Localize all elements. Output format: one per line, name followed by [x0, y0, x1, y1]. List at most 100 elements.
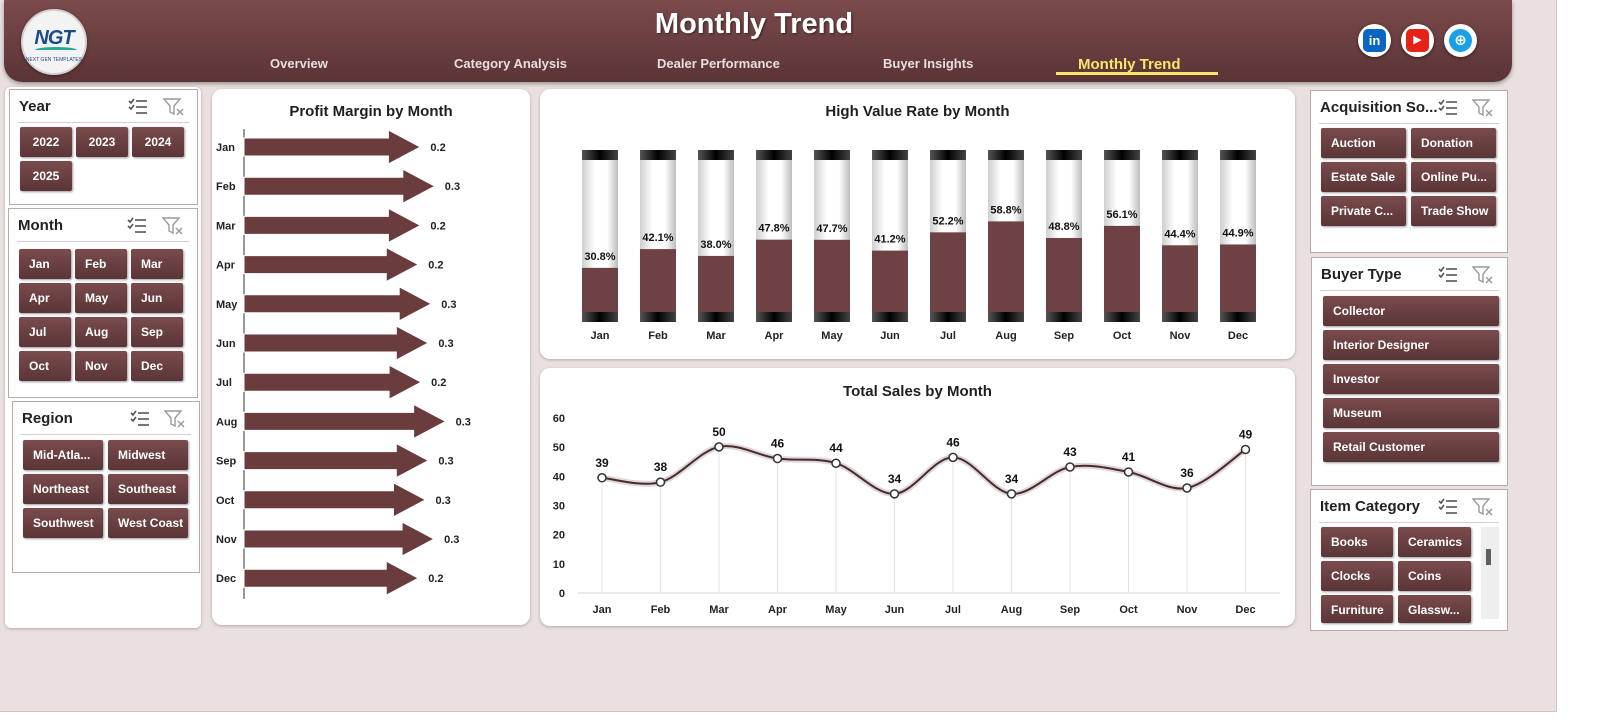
- region-mid-atlantic-button[interactable]: Mid-Atla...: [23, 440, 103, 470]
- data-label: 0.3: [456, 416, 471, 428]
- profit-margin-chart: Jan 0.2 Feb 0.3 Mar 0.2 Apr 0.2 May 0.3 Jun 0.3 Jul 0…: [216, 129, 471, 599]
- category-glassware-button[interactable]: Glassw...: [1398, 595, 1471, 623]
- acquisition-source-slicer-title: Acquisition So...: [1320, 99, 1438, 116]
- month-mar-button[interactable]: Mar: [131, 249, 183, 279]
- profit-arrow-bar: [243, 285, 433, 322]
- hv-bar: [814, 239, 850, 319]
- buyer-museum-button[interactable]: Museum: [1323, 398, 1499, 428]
- data-label: 0.3: [435, 495, 450, 507]
- youtube-button[interactable]: ▶: [1401, 24, 1434, 57]
- clear-filter-icon[interactable]: [162, 216, 184, 236]
- scrollbar-thumb[interactable]: [1486, 549, 1491, 565]
- category-clocks-button[interactable]: Clocks: [1321, 561, 1393, 591]
- profit-margin-chart-title: Profit Margin by Month: [289, 103, 453, 120]
- logo-text: NGT: [34, 27, 74, 49]
- year-2022-button[interactable]: 2022: [20, 127, 72, 157]
- year-2025-button[interactable]: 2025: [20, 161, 72, 191]
- data-label: 39: [595, 456, 609, 470]
- year-2023-button[interactable]: 2023: [76, 127, 128, 157]
- hv-bar-cap-bottom: [1220, 312, 1256, 322]
- linkedin-button[interactable]: in: [1358, 24, 1391, 57]
- multi-select-icon[interactable]: [1437, 497, 1459, 517]
- tick-label: Oct: [216, 495, 235, 507]
- hv-bar-cap-top: [640, 150, 676, 160]
- y-tick-label: 60: [553, 413, 565, 425]
- acq-private-collection-button[interactable]: Private C...: [1321, 196, 1406, 226]
- item-category-scrollbar[interactable]: [1481, 527, 1499, 619]
- acq-auction-button[interactable]: Auction: [1321, 128, 1406, 158]
- item-category-slicer-title: Item Category: [1320, 498, 1421, 515]
- month-dec-button[interactable]: Dec: [131, 351, 183, 381]
- multi-select-icon[interactable]: [1437, 265, 1459, 285]
- tab-buyer-insights[interactable]: Buyer Insights: [883, 56, 974, 71]
- acq-estate-sale-button[interactable]: Estate Sale: [1321, 162, 1406, 192]
- tab-monthly-trend[interactable]: Monthly Trend: [1078, 56, 1181, 73]
- x-tick-label: Mar: [709, 604, 729, 616]
- tick-label: Jul: [216, 377, 232, 389]
- month-nov-button[interactable]: Nov: [75, 351, 127, 381]
- data-label: 58.8%: [990, 204, 1021, 216]
- hv-bar-cap-top: [756, 150, 792, 160]
- data-label: 0.3: [444, 534, 459, 546]
- multi-select-icon[interactable]: [1437, 98, 1459, 118]
- profit-arrow-bar: [243, 560, 420, 597]
- buyer-investor-button[interactable]: Investor: [1323, 364, 1499, 394]
- slicer-divider: [17, 241, 189, 242]
- y-tick-label: 20: [553, 530, 565, 542]
- tick-label: Nov: [216, 534, 238, 546]
- month-aug-button[interactable]: Aug: [75, 317, 127, 347]
- data-label: 42.1%: [642, 232, 673, 244]
- hv-bar-cap-top: [1220, 150, 1256, 160]
- sales-point: [1240, 444, 1251, 455]
- region-west-coast-button[interactable]: West Coast: [108, 508, 188, 538]
- acq-online-purchase-button[interactable]: Online Pu...: [1411, 162, 1496, 192]
- region-northeast-button[interactable]: Northeast: [23, 474, 103, 504]
- month-jun-button[interactable]: Jun: [131, 283, 183, 313]
- linkedin-icon: in: [1363, 29, 1386, 52]
- multi-select-icon[interactable]: [126, 216, 148, 236]
- region-midwest-button[interactable]: Midwest: [108, 440, 188, 470]
- month-apr-button[interactable]: Apr: [19, 283, 71, 313]
- month-feb-button[interactable]: Feb: [75, 249, 127, 279]
- tab-category-analysis[interactable]: Category Analysis: [454, 56, 567, 71]
- tick-label: Sep: [1054, 330, 1074, 342]
- region-southeast-button[interactable]: Southeast: [108, 474, 188, 504]
- category-ceramics-button[interactable]: Ceramics: [1398, 527, 1471, 557]
- category-books-button[interactable]: Books: [1321, 527, 1393, 557]
- category-furniture-button[interactable]: Furniture: [1321, 595, 1393, 623]
- clear-filter-icon[interactable]: [164, 409, 186, 429]
- clear-filter-icon[interactable]: [163, 97, 185, 117]
- buyer-retail-customer-button[interactable]: Retail Customer: [1323, 432, 1499, 462]
- website-button[interactable]: ⊕: [1444, 24, 1477, 57]
- x-tick-label: Aug: [1001, 604, 1022, 616]
- month-jul-button[interactable]: Jul: [19, 317, 71, 347]
- clear-filter-icon[interactable]: [1472, 98, 1494, 118]
- globe-icon: ⊕: [1449, 29, 1472, 52]
- clear-filter-icon[interactable]: [1472, 265, 1494, 285]
- tab-overview[interactable]: Overview: [270, 56, 328, 71]
- x-tick-label: Jan: [593, 604, 612, 616]
- data-label: 41: [1122, 450, 1136, 464]
- region-southwest-button[interactable]: Southwest: [23, 508, 103, 538]
- year-2024-button[interactable]: 2024: [132, 127, 184, 157]
- data-label: 34: [888, 472, 902, 486]
- category-coins-button[interactable]: Coins: [1398, 561, 1471, 591]
- total-sales-chart-panel: Total Sales by Month 0 10 20 30 40 50 60 39 Jan 3…: [540, 368, 1295, 626]
- buyer-interior-designer-button[interactable]: Interior Designer: [1323, 330, 1499, 360]
- acq-trade-show-button[interactable]: Trade Show: [1411, 196, 1496, 226]
- month-jan-button[interactable]: Jan: [19, 249, 71, 279]
- buyer-collector-button[interactable]: Collector: [1323, 296, 1499, 326]
- high-value-rate-chart-panel: High Value Rate by Month 30.8% Jan 42.1% Fe…: [540, 89, 1295, 359]
- data-label: 47.7%: [816, 223, 847, 235]
- page-title: Monthly Trend: [654, 8, 854, 40]
- multi-select-icon[interactable]: [129, 409, 151, 429]
- month-sep-button[interactable]: Sep: [131, 317, 183, 347]
- profit-arrow-bar: [243, 129, 422, 165]
- month-oct-button[interactable]: Oct: [19, 351, 71, 381]
- tab-dealer-performance[interactable]: Dealer Performance: [657, 56, 780, 71]
- x-tick-label: May: [825, 604, 847, 616]
- month-may-button[interactable]: May: [75, 283, 127, 313]
- multi-select-icon[interactable]: [127, 97, 149, 117]
- clear-filter-icon[interactable]: [1472, 497, 1494, 517]
- acq-donation-button[interactable]: Donation: [1411, 128, 1496, 158]
